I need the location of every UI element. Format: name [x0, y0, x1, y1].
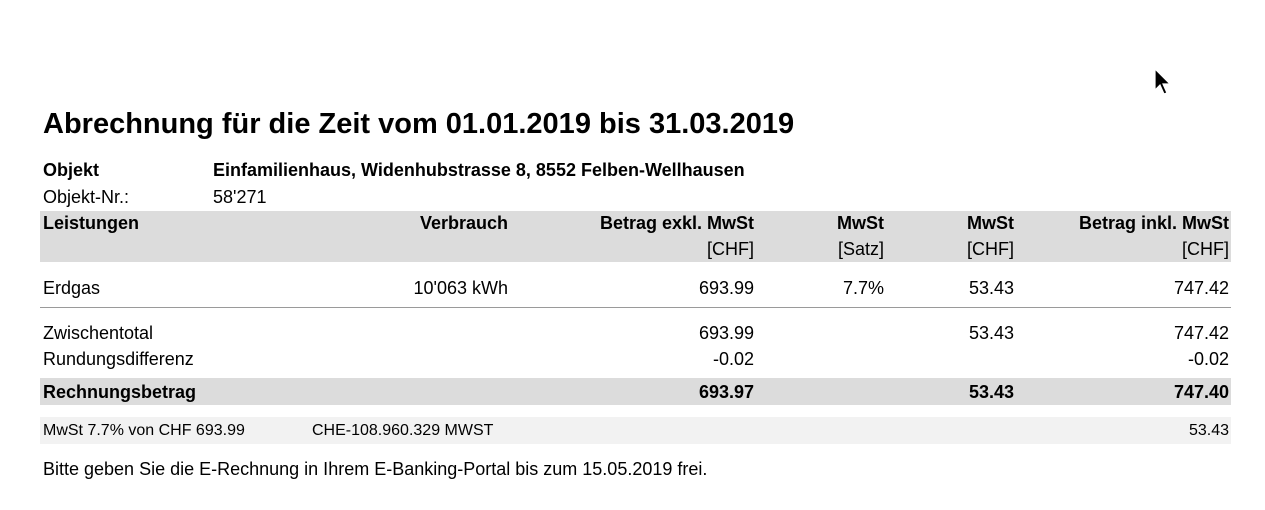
vat-summary-amount: 53.43 [1188, 422, 1229, 439]
footer-note: Bitte geben Sie die E-Rechnung in Ihrem … [43, 459, 708, 479]
total-label: Rechnungsbetrag [43, 382, 197, 402]
object-number-value: 58'271 [213, 187, 267, 207]
row-amount-excl: 693.99 [698, 278, 754, 298]
vat-summary-text: MwSt 7.7% von CHF 693.99 [43, 422, 245, 439]
rounding-amount-incl: -0.02 [1187, 349, 1229, 369]
header-amount-incl-unit: [CHF] [1182, 239, 1229, 259]
header-service: Leistungen [43, 213, 140, 233]
row-consumption: 10'063 kWh [413, 278, 509, 298]
rounding-label: Rundungsdifferenz [43, 349, 194, 369]
header-vat-amount-unit: [CHF] [967, 239, 1014, 259]
total-amount-incl: 747.40 [1173, 382, 1229, 402]
mouse-pointer-icon [1154, 68, 1172, 95]
total-row [40, 378, 1231, 405]
row-amount-incl: 747.42 [1173, 278, 1229, 298]
row-divider [40, 307, 1231, 308]
row-vat-rate: 7.7% [842, 278, 884, 298]
header-vat-amount: MwSt [967, 213, 1014, 233]
header-amount-excl-unit: [CHF] [707, 239, 754, 259]
vat-summary-row [40, 417, 1231, 444]
page-title: Abrechnung für die Zeit vom 01.01.2019 b… [43, 108, 795, 140]
subtotal-label: Zwischentotal [43, 323, 154, 343]
header-amount-incl: Betrag inkl. MwSt [1078, 213, 1229, 233]
subtotal-amount-incl: 747.42 [1173, 323, 1229, 343]
object-label: Objekt [43, 160, 100, 180]
total-amount-excl: 693.97 [698, 382, 754, 402]
header-consumption: Verbrauch [419, 213, 508, 233]
vat-number: CHE-108.960.329 MWST [312, 422, 494, 439]
object-value: Einfamilienhaus, Widenhubstrasse 8, 8552… [213, 160, 745, 180]
header-vat-rate-unit: [Satz] [837, 239, 884, 259]
total-vat-amount: 53.43 [968, 382, 1014, 402]
subtotal-vat-amount: 53.43 [968, 323, 1014, 343]
subtotal-amount-excl: 693.99 [698, 323, 754, 343]
rounding-amount-excl: -0.02 [712, 349, 754, 369]
table-header [40, 211, 1231, 262]
header-amount-excl: Betrag exkl. MwSt [599, 213, 754, 233]
row-service: Erdgas [43, 278, 101, 298]
row-vat-amount: 53.43 [968, 278, 1014, 298]
object-number-label: Objekt-Nr.: [43, 187, 130, 207]
header-vat-rate: MwSt [837, 213, 884, 233]
